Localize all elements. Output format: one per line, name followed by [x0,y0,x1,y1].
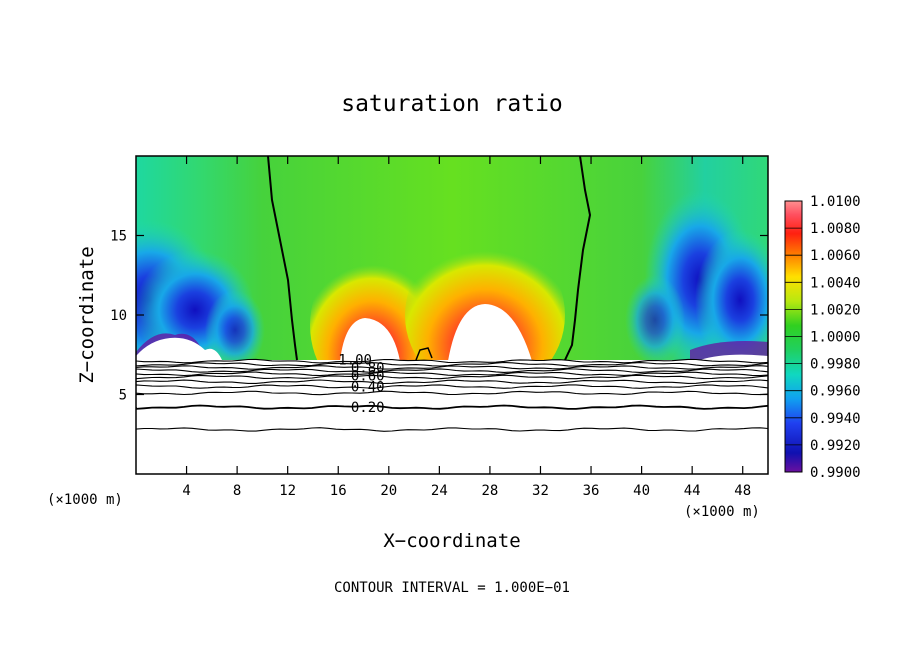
contour-line [136,379,768,385]
subsaturated-region-left-b [205,290,265,370]
stratified-contour-lines [136,358,768,432]
colorbar-labels: 1.0100 1.0080 1.0060 1.0040 1.0020 1.0000 0.99… [785,194,861,481]
contour-line [136,365,768,370]
x-tick-label: 32 [532,483,549,499]
x-tick-label: 20 [380,483,397,499]
heatmap-field [136,156,768,474]
x-tick-label: 16 [330,483,347,499]
colorbar-label: 1.0100 [810,194,861,210]
x-axis-ticks: 4 8 12 16 20 24 28 32 36 40 44 48 [182,156,751,499]
x-axis-title: X−coordinate [383,530,520,552]
lower-region [136,337,768,474]
colorbar-label: 0.9920 [810,438,861,454]
colorbar-label: 0.9900 [810,465,861,481]
saturation-contour-right [564,156,592,361]
colorbar-label: 0.9980 [810,357,861,373]
x-tick-label: 12 [279,483,296,499]
x-tick-label: 28 [481,483,498,499]
colorbar-label: 1.0020 [810,302,861,318]
saturation-contour-center [415,347,433,361]
colorbar-label: 1.0000 [810,330,861,346]
x-tick-label: 40 [633,483,650,499]
contour-line [136,384,768,389]
contour-label: 0.60 [351,368,385,384]
contour-label: 0.80 [351,360,385,376]
subsaturated-region-right-b [625,275,685,365]
colorbar-label: 0.9960 [810,384,861,400]
contour-label: 0.40 [351,380,385,396]
colorbar-label: 1.0080 [810,221,861,237]
x-tick-label: 4 [182,483,190,499]
contour-label: 0.20 [351,400,385,416]
y-axis-title: Z−coordinate [76,246,98,383]
chart-title: saturation ratio [341,91,563,117]
y-tick-label: 15 [110,229,127,245]
x-tick-label: 48 [734,483,751,499]
contour-labels: 1.000.800.600.40 0.20 [338,353,384,417]
cloud-core-left [340,318,400,361]
y-axis-ticks: 5 10 15 [110,229,768,404]
contour-line [136,427,768,432]
contour-line [136,374,768,380]
x-tick-label: 24 [431,483,448,499]
x-tick-label: 44 [684,483,701,499]
x-unit-left: (×1000 m) [47,492,123,508]
contour-line [136,358,768,364]
contour-line [136,371,768,377]
colorbar-label: 0.9940 [810,411,861,427]
y-tick-label: 5 [119,388,127,404]
subsaturated-region-right-a [695,230,768,370]
colorbar-label: 1.0040 [810,275,861,291]
x-tick-label: 8 [233,483,241,499]
colorbar-label: 1.0060 [810,248,861,264]
y-tick-label: 10 [110,308,127,324]
cloud-core-right [448,304,532,361]
contour-line [136,404,768,410]
contour-line [136,390,768,396]
x-unit-right: (×1000 m) [684,504,760,520]
saturation-contour-left [267,156,298,361]
contour-interval-footer: CONTOUR INTERVAL = 1.000E−01 [334,580,570,596]
contour-line [136,361,768,367]
contour-label: 1.00 [338,353,372,369]
contour-line [136,368,768,373]
x-tick-label: 36 [583,483,600,499]
